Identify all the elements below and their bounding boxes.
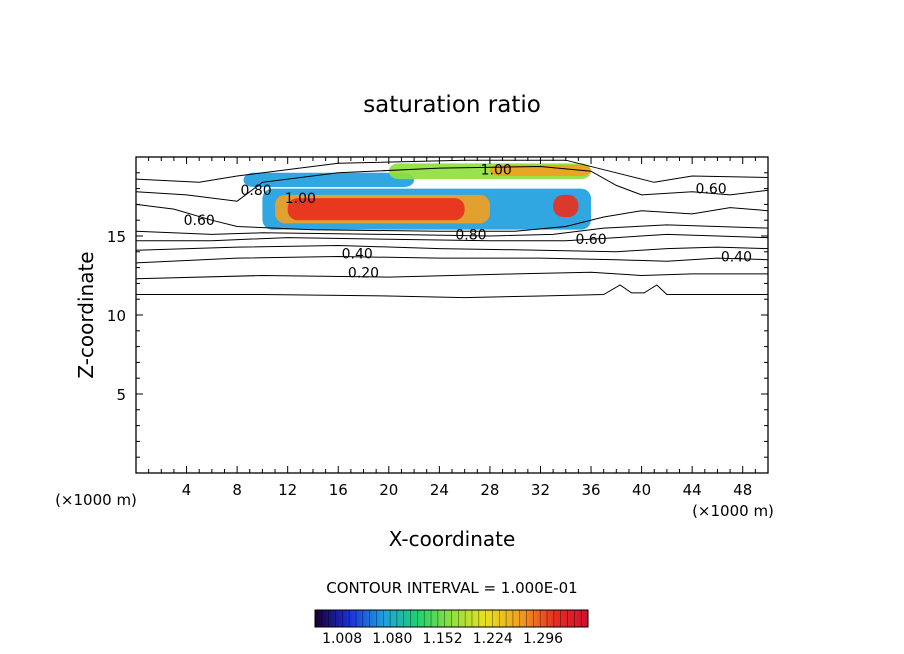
y-axis-ticks: 5 10 15 <box>107 172 768 458</box>
contour-line-0.90 <box>136 165 768 202</box>
contour-label: 1.00 <box>481 163 512 179</box>
colorbar-tick-labels: 1.008 1.080 1.152 1.224 1.296 <box>322 631 563 647</box>
colorbar-tick-label: 1.080 <box>372 631 412 647</box>
contour-labels: 0.20 0.40 0.40 0.60 0.60 0.60 0.80 0.80 1.00 1.00 <box>184 163 752 282</box>
contour-label: 0.60 <box>575 232 606 248</box>
x-tick-label: 48 <box>733 481 752 499</box>
y-tick-label: 15 <box>107 228 126 246</box>
contour-label: 0.80 <box>240 183 271 199</box>
x-tick-label: 44 <box>683 481 702 499</box>
contour-lines <box>136 159 768 299</box>
x-tick-label: 4 <box>182 481 192 499</box>
colorbar-tick-label: 1.152 <box>423 631 463 647</box>
shaded-cell-6 <box>553 194 579 218</box>
x-tick-label: 16 <box>329 481 348 499</box>
x-unit-label: (×1000 m) <box>692 502 774 520</box>
x-axis-ticks: 4 8 12 16 20 24 28 32 36 40 44 48 <box>148 157 756 499</box>
y-axis-label: Z-coordinate <box>74 251 98 378</box>
contour-label: 0.60 <box>696 182 727 198</box>
contour-line-0.50 <box>136 244 768 253</box>
x-tick-label: 20 <box>379 481 398 499</box>
x-tick-label: 28 <box>480 481 499 499</box>
y-tick-label: 10 <box>107 307 126 325</box>
x-tick-label: 12 <box>278 481 297 499</box>
x-tick-label: 8 <box>232 481 242 499</box>
shaded-cell-2 <box>287 198 465 221</box>
contour-label: 1.00 <box>285 191 316 207</box>
colorbar-tick-label: 1.008 <box>322 631 362 647</box>
colorbar-segments <box>321 610 582 627</box>
x-tick-label: 32 <box>531 481 550 499</box>
contour-line-0.60 <box>136 233 768 242</box>
colorbar-tick-label: 1.224 <box>473 631 513 647</box>
plot-area: 0.20 0.40 0.40 0.60 0.60 0.60 0.80 0.80 1.00 1.00 <box>136 159 768 299</box>
y-tick-label: 5 <box>116 386 126 404</box>
contour-line-0.10 <box>136 284 768 299</box>
contour-line-0.40 <box>136 255 768 264</box>
contour-label: 0.20 <box>348 265 379 281</box>
contour-line-0.70 <box>136 224 768 237</box>
shaded-supersaturation-region <box>243 163 592 230</box>
contour-interval-note: CONTOUR INTERVAL = 1.000E-01 <box>326 579 577 597</box>
contour-line-0.80 <box>136 203 768 232</box>
colorbar: 1.008 1.080 1.152 1.224 1.296 <box>314 609 589 647</box>
chart-title: saturation ratio <box>363 92 541 118</box>
contour-label: 0.40 <box>721 250 752 266</box>
contour-label: 0.40 <box>342 246 373 262</box>
shaded-cell-5 <box>489 164 592 176</box>
x-tick-label: 24 <box>430 481 449 499</box>
z-unit-label: (×1000 m) <box>55 491 137 509</box>
x-tick-label: 40 <box>632 481 651 499</box>
x-axis-label: X-coordinate <box>389 527 516 551</box>
shaded-cell-3 <box>243 172 415 188</box>
contour-label: 0.60 <box>184 213 215 229</box>
x-tick-label: 36 <box>581 481 600 499</box>
colorbar-tick-label: 1.296 <box>523 631 563 647</box>
contour-label: 0.80 <box>455 227 486 243</box>
contour-line-0.20 <box>136 271 768 280</box>
